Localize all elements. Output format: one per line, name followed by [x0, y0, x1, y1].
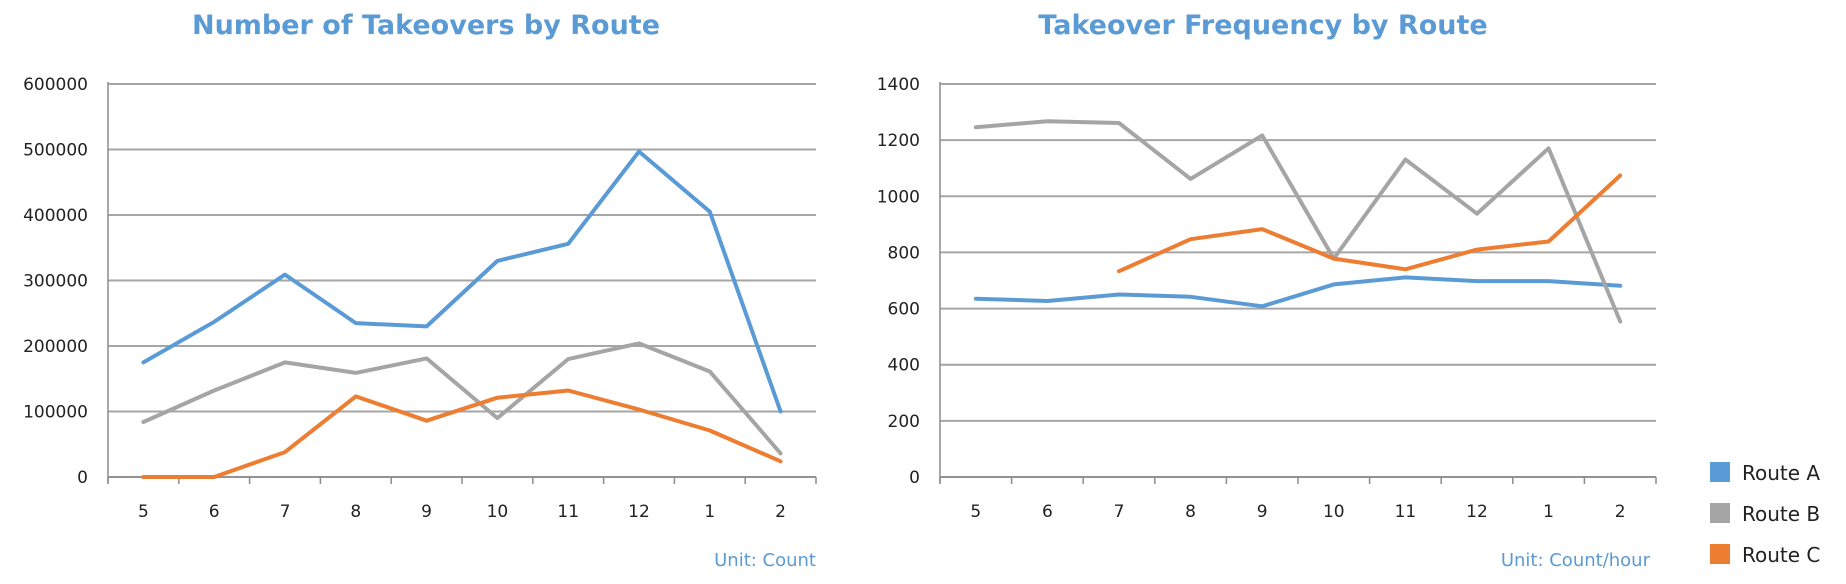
- y-tick-label: 200000: [23, 337, 88, 357]
- x-tick-label: 1: [1543, 502, 1554, 522]
- x-tick-label: 12: [628, 502, 650, 522]
- y-tick-label: 300000: [23, 272, 88, 292]
- x-tick-label: 6: [209, 502, 220, 522]
- x-tick-label: 2: [1615, 502, 1626, 522]
- y-tick-label: 1200: [877, 131, 920, 151]
- y-tick-label: 400: [888, 356, 920, 376]
- x-tick-label: 7: [280, 502, 291, 522]
- x-tick-label: 8: [350, 502, 361, 522]
- unit-note: Unit: Count/hour: [1501, 550, 1651, 571]
- y-tick-label: 1400: [877, 75, 920, 95]
- x-tick-label: 8: [1185, 502, 1196, 522]
- y-tick-label: 400000: [23, 206, 88, 226]
- legend-label: Route B: [1742, 502, 1820, 526]
- y-tick-label: 0: [909, 468, 920, 488]
- axes: [107, 82, 817, 484]
- y-tick-label: 600: [888, 300, 920, 320]
- x-tick-label: 5: [138, 502, 149, 522]
- x-tick-label: 1: [704, 502, 715, 522]
- series-line-route-b: [141, 341, 783, 456]
- x-tick-label: 11: [557, 502, 579, 522]
- legend-label: Route A: [1742, 461, 1820, 485]
- x-tick-label: 2: [775, 502, 786, 522]
- x-tick-label: 6: [1042, 502, 1053, 522]
- legend-swatch: [1710, 462, 1730, 482]
- series-line-route-a: [973, 275, 1623, 309]
- takeover-frequency-chart: Takeover Frequency by Route 020040060080…: [877, 10, 1657, 571]
- series-line-route-c: [1117, 173, 1623, 274]
- chart-title: Number of Takeovers by Route: [192, 10, 660, 41]
- y-tick-label: 100000: [23, 403, 88, 423]
- legend-label: Route C: [1742, 543, 1820, 567]
- y-tick-labels: 0 100000 200000 300000 400000 500000 600000: [23, 75, 88, 488]
- series-line-route-c: [141, 388, 783, 479]
- legend-item-route-a: Route A: [1710, 461, 1820, 485]
- legend-item-route-c: Route C: [1710, 543, 1820, 567]
- y-tick-label: 0: [77, 468, 88, 488]
- y-tick-label: 1000: [877, 187, 920, 207]
- series-line-route-a: [141, 149, 783, 414]
- x-tick-label: 9: [421, 502, 432, 522]
- x-tick-label: 5: [970, 502, 981, 522]
- gridlines: [108, 83, 816, 478]
- chart-title: Takeover Frequency by Route: [1038, 10, 1487, 41]
- legend-item-route-b: Route B: [1710, 502, 1820, 526]
- x-tick-label: 11: [1395, 502, 1417, 522]
- y-tick-labels: 0 200 400 600 800 1000 1200 1400: [877, 75, 920, 488]
- x-tick-label: 10: [1323, 502, 1345, 522]
- unit-note: Unit: Count: [714, 550, 816, 571]
- x-tick-label: 7: [1114, 502, 1125, 522]
- y-tick-label: 500000: [23, 141, 88, 161]
- x-tick-label: 9: [1257, 502, 1268, 522]
- legend-swatch: [1710, 503, 1730, 523]
- takeover-count-chart: Number of Takeovers by Route 0 100000 2000…: [23, 10, 817, 571]
- series-line-route-b: [973, 119, 1623, 324]
- legend-swatch: [1710, 544, 1730, 564]
- x-tick-label: 12: [1466, 502, 1488, 522]
- x-tick-labels: 5 6 7 8 9 10 11 12 1 2: [970, 502, 1625, 522]
- y-tick-label: 800: [888, 243, 920, 263]
- x-tick-labels: 5 6 7 8 9 10 11 12 1 2: [138, 502, 786, 522]
- x-tick-label: 10: [487, 502, 509, 522]
- series-lines: [973, 119, 1623, 324]
- y-tick-label: 600000: [23, 75, 88, 95]
- y-tick-label: 200: [888, 412, 920, 432]
- legend: Route A Route B Route C: [1710, 461, 1820, 567]
- axes: [939, 82, 1657, 484]
- series-lines: [141, 149, 783, 479]
